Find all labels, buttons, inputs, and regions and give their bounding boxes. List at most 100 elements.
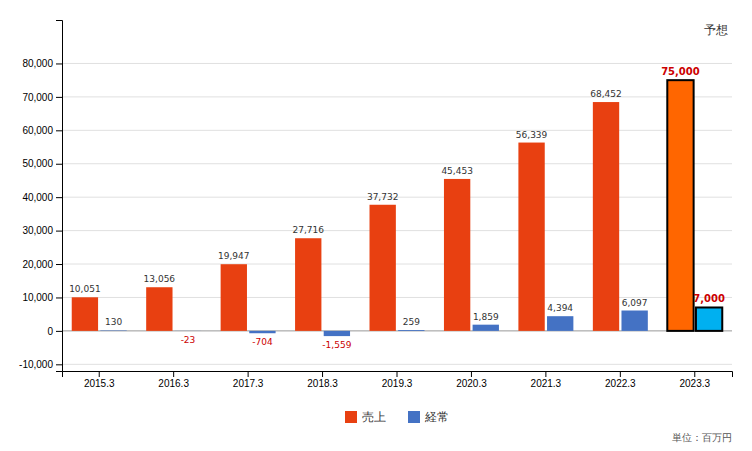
x-tick: 2015.3: [84, 371, 115, 389]
y-tick-mark: [56, 97, 62, 98]
grid-line: [62, 130, 732, 131]
data-label: 13,056: [144, 274, 176, 284]
y-tick-label: 0: [47, 326, 53, 337]
bar: [146, 287, 172, 331]
data-label: 75,000: [661, 66, 700, 77]
x-tick: 2016.3: [158, 371, 189, 389]
x-tick-label: 2017.3: [233, 378, 264, 389]
grid-line: [62, 163, 732, 164]
chart: -10,000 0 10,000 20,000 30,000 40,000 50,000 60…: [0, 0, 752, 451]
x-tick-mark: [694, 371, 695, 377]
x-tick: 2022.3: [605, 371, 636, 389]
x-tick: 2017.3: [233, 371, 264, 389]
y-tick-mark: [56, 197, 62, 198]
bar: [444, 179, 470, 331]
data-label: -1,559: [322, 340, 351, 350]
legend-item: 売上: [345, 410, 386, 424]
y-tick-label: 10,000: [22, 292, 53, 303]
bars: [72, 80, 723, 336]
plot: -10,000 0 10,000 20,000 30,000 40,000 50,000 60…: [19, 21, 732, 390]
x-tick-label: 2019.3: [382, 378, 413, 389]
grid-line: [62, 264, 732, 265]
data-label: -704: [252, 337, 273, 347]
x-tick: 2018.3: [307, 371, 338, 389]
data-label: 27,716: [292, 225, 324, 235]
grid-line: [62, 364, 732, 365]
x-axis: 2015.3 2016.3 2017.3 2018.3 2019.3 2020.3 2021…: [63, 371, 733, 389]
data-label: 19,947: [218, 251, 250, 261]
y-tick: 70,000: [22, 92, 62, 103]
x-tick-label: 2021.3: [531, 378, 562, 389]
y-tick-mark: [56, 63, 62, 64]
legend: 売上 経常: [345, 410, 449, 424]
data-label: 259: [403, 317, 420, 327]
x-tick-mark: [620, 371, 621, 377]
data-label: 130: [105, 317, 122, 327]
x-tick-mark: [173, 371, 174, 377]
x-tick: 2019.3: [382, 371, 413, 389]
x-tick: 2020.3: [456, 371, 487, 389]
bar: [667, 80, 693, 331]
y-axis: -10,000 0 10,000 20,000 30,000 40,000 50,000 60…: [19, 21, 62, 372]
y-tick-label: 30,000: [22, 225, 53, 236]
y-tick-mark: [56, 231, 62, 232]
bar: [249, 331, 275, 333]
bar: [72, 297, 98, 331]
bar: [175, 330, 201, 331]
x-tick-label: 2020.3: [456, 378, 487, 389]
x-tick-mark: [545, 371, 546, 377]
x-axis-line: [63, 372, 733, 378]
annotation: 予想: [704, 23, 728, 37]
y-tick-label: -10,000: [19, 359, 53, 370]
y-tick: 60,000: [22, 125, 62, 136]
y-tick: 0: [47, 326, 62, 337]
bar: [518, 143, 544, 331]
unit-label: 単位：百万円: [672, 432, 732, 443]
bar: [221, 264, 247, 331]
y-tick-label: 20,000: [22, 259, 53, 270]
legend-swatch: [345, 411, 357, 423]
legend-label: 経常: [424, 410, 449, 424]
y-axis-line: [56, 21, 63, 372]
bar: [295, 238, 321, 331]
y-tick: 10,000: [22, 292, 62, 303]
data-label: 6,097: [622, 298, 648, 308]
data-label: 68,452: [590, 89, 622, 99]
legend-item: 経常: [408, 410, 449, 424]
y-tick: 80,000: [22, 58, 62, 69]
bar: [398, 330, 424, 332]
x-tick-label: 2016.3: [158, 378, 189, 389]
y-tick-mark: [56, 364, 62, 365]
data-label: 7,000: [693, 293, 725, 304]
y-tick-label: 40,000: [22, 192, 53, 203]
x-tick-label: 2023.3: [679, 378, 710, 389]
y-tick-label: 60,000: [22, 125, 53, 136]
data-label: 56,339: [516, 130, 548, 140]
bar: [324, 331, 350, 336]
y-tick-label: 50,000: [22, 158, 53, 169]
legend-label: 売上: [362, 410, 386, 424]
grid-line: [62, 63, 732, 64]
data-label: 37,732: [367, 192, 399, 202]
y-tick: 50,000: [22, 158, 62, 169]
grid: [62, 63, 732, 364]
data-label: 45,453: [441, 166, 473, 176]
y-tick-mark: [56, 164, 62, 165]
data-label: -23: [181, 335, 196, 345]
x-tick-mark: [99, 371, 100, 377]
grid-line: [62, 230, 732, 231]
data-label: 1,859: [473, 312, 499, 322]
y-tick: -10,000: [19, 359, 62, 370]
x-tick-label: 2015.3: [84, 378, 115, 389]
bar: [370, 205, 396, 331]
x-tick-mark: [322, 371, 323, 377]
x-tick: 2021.3: [531, 371, 562, 389]
bar: [621, 311, 647, 331]
data-label: 10,051: [69, 284, 101, 294]
x-tick-mark: [248, 371, 249, 377]
y-tick: 40,000: [22, 192, 62, 203]
y-tick: 30,000: [22, 225, 62, 236]
bar: [547, 316, 573, 331]
x-tick-mark: [397, 371, 398, 377]
y-tick-mark: [56, 331, 62, 332]
